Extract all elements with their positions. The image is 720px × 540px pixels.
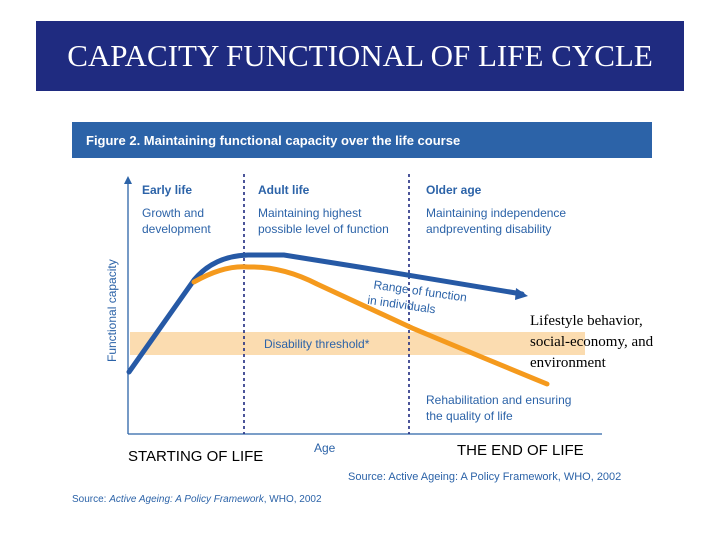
side-note-line-2: social-economy, and [530, 334, 654, 350]
page-source-prefix: Source: [72, 494, 110, 505]
figure-panel: Figure 2. Maintaining functional capacit… [72, 122, 652, 487]
lower-capacity-curve [191, 264, 550, 387]
side-note: Lifestyle behavior, social-economy, and … [530, 311, 653, 374]
figure-source: Source: Active Ageing: A Policy Framewor… [348, 471, 621, 483]
page-source: Source: Active Ageing: A Policy Framewor… [72, 494, 322, 505]
phase-title-early: Early life [142, 183, 192, 197]
y-axis-label: Functional capacity [105, 259, 119, 362]
end-of-life-label: THE END OF LIFE [457, 442, 584, 459]
page-source-suffix: , WHO, 2002 [263, 494, 322, 505]
phase-desc-older-1: Maintaining independence [426, 206, 566, 220]
side-note-line-3: environment [530, 355, 606, 371]
phase-desc-early-1: Growth and [142, 206, 204, 220]
rehab-label-2: the quality of life [426, 409, 513, 423]
page-source-title: Active Ageing: A Policy Framework [109, 494, 264, 505]
phase-desc-older-2: andpreventing disability [426, 222, 551, 236]
side-note-line-1: Lifestyle behavior, [530, 313, 643, 329]
phase-title-older: Older age [426, 183, 482, 197]
upper-capacity-curve [126, 252, 525, 375]
phase-desc-adult-1: Maintaining highest [258, 206, 362, 220]
upper-curve-arrow [515, 288, 528, 300]
phase-title-adult: Adult life [258, 183, 310, 197]
life-course-diagram: Early life Growth and development Adult … [105, 174, 621, 483]
x-axis-label: Age [314, 441, 336, 455]
starting-of-life-label: STARTING OF LIFE [128, 448, 264, 465]
y-axis-arrow [124, 176, 132, 184]
figure-header: Figure 2. Maintaining functional capacit… [72, 122, 652, 158]
slide-title: CAPACITY FUNCTIONAL OF LIFE CYCLE [36, 21, 684, 91]
threshold-label: Disability threshold* [264, 337, 370, 351]
phase-desc-adult-2: possible level of function [258, 222, 389, 236]
rehab-label-1: Rehabilitation and ensuring [426, 393, 571, 407]
phase-desc-early-2: development [142, 222, 211, 236]
